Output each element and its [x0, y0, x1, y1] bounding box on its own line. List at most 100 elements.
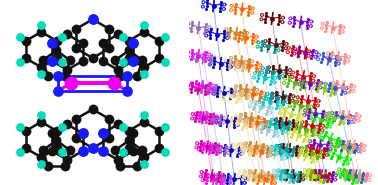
Point — [208, 53, 214, 56]
Point — [228, 93, 234, 96]
Point — [232, 58, 238, 61]
Point — [295, 114, 301, 117]
Point — [296, 131, 302, 134]
Point — [287, 95, 293, 98]
Point — [348, 82, 354, 85]
Point — [156, 57, 162, 60]
Point — [300, 85, 306, 88]
Point — [325, 87, 332, 90]
Point — [311, 152, 317, 155]
Point — [225, 176, 231, 179]
Point — [17, 36, 23, 39]
Point — [237, 113, 243, 116]
Point — [338, 148, 344, 151]
Point — [332, 119, 338, 122]
Point — [273, 96, 279, 99]
Point — [349, 174, 355, 177]
Point — [342, 53, 349, 56]
Point — [330, 152, 336, 155]
Point — [311, 102, 317, 105]
Point — [254, 121, 260, 124]
Point — [249, 91, 256, 94]
Point — [272, 123, 278, 126]
Point — [333, 58, 339, 61]
Point — [260, 127, 266, 130]
Point — [307, 78, 313, 81]
Point — [106, 28, 112, 31]
Point — [327, 137, 333, 140]
Point — [358, 142, 364, 144]
Point — [325, 113, 331, 116]
Point — [264, 65, 270, 68]
Point — [234, 95, 240, 98]
Point — [358, 144, 364, 147]
Point — [296, 153, 302, 156]
Point — [345, 115, 352, 118]
Point — [360, 171, 366, 174]
Point — [275, 98, 281, 101]
Point — [347, 143, 353, 146]
Point — [313, 115, 319, 118]
Point — [310, 128, 316, 131]
Point — [317, 81, 323, 84]
Point — [231, 122, 237, 125]
Point — [141, 162, 147, 165]
Point — [284, 169, 290, 172]
Point — [259, 174, 265, 177]
Point — [193, 80, 199, 83]
Point — [277, 143, 284, 146]
Point — [323, 119, 329, 122]
Point — [253, 64, 259, 67]
Point — [292, 82, 298, 85]
Point — [212, 87, 218, 90]
Point — [272, 150, 278, 153]
Point — [267, 82, 273, 85]
Point — [269, 73, 275, 76]
Point — [209, 174, 215, 177]
Point — [327, 81, 333, 84]
Point — [232, 116, 238, 119]
Point — [284, 66, 290, 69]
Point — [249, 118, 256, 121]
Point — [215, 86, 221, 89]
Point — [364, 171, 370, 174]
Point — [64, 123, 70, 126]
Point — [194, 57, 200, 60]
Point — [250, 108, 256, 111]
Point — [194, 54, 200, 57]
Point — [343, 148, 349, 151]
Point — [202, 29, 208, 32]
Point — [268, 145, 274, 148]
Point — [231, 91, 237, 94]
Point — [319, 172, 325, 175]
Point — [38, 66, 44, 69]
Point — [210, 66, 216, 69]
Point — [254, 120, 260, 123]
Point — [291, 105, 297, 108]
Point — [210, 117, 216, 120]
Point — [23, 147, 29, 150]
Point — [141, 120, 147, 123]
Point — [281, 112, 287, 115]
Point — [325, 140, 331, 143]
Point — [276, 76, 282, 79]
Point — [233, 3, 239, 6]
Point — [316, 124, 322, 127]
Point — [189, 49, 195, 52]
Point — [285, 82, 291, 85]
Point — [324, 116, 330, 119]
Point — [245, 178, 251, 181]
Point — [244, 90, 250, 93]
Point — [195, 54, 201, 57]
Point — [192, 89, 198, 92]
Point — [201, 32, 208, 35]
Point — [267, 101, 273, 104]
Point — [252, 180, 258, 183]
Point — [340, 84, 346, 87]
Point — [125, 39, 132, 42]
Point — [73, 28, 79, 31]
Point — [249, 94, 255, 97]
Point — [202, 56, 208, 59]
Point — [90, 18, 96, 21]
Point — [312, 97, 318, 100]
